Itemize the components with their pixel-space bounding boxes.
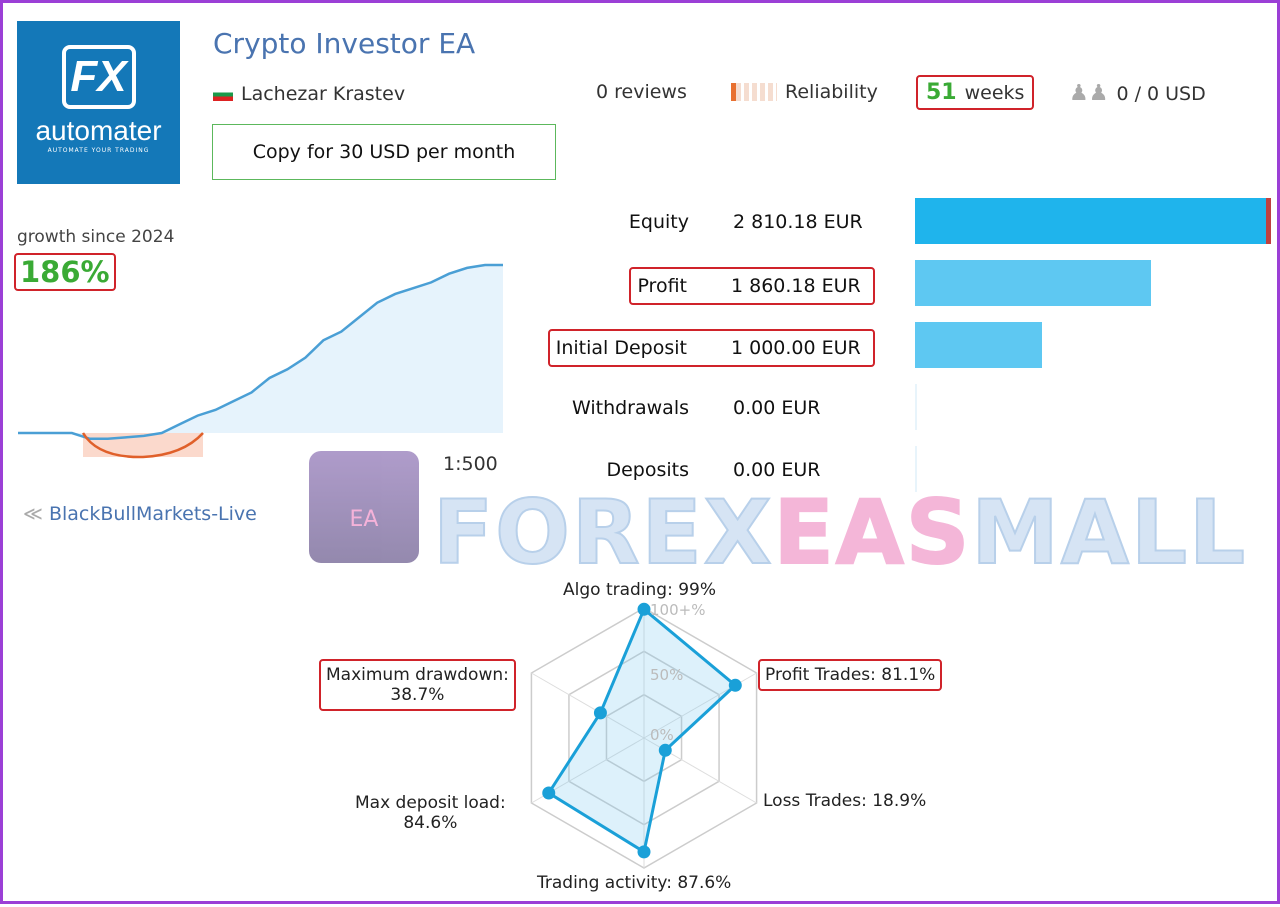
radar-point [637, 602, 651, 616]
weeks-label: weeks [964, 81, 1025, 104]
stat-label: Profit [637, 275, 687, 297]
radar-tick: 0% [650, 726, 674, 744]
broker-name[interactable]: BlackBullMarkets-Live [48, 503, 257, 525]
stat-label: Withdrawals [571, 397, 689, 419]
growth-area [18, 265, 503, 439]
stat-value: 0.00 EUR [733, 459, 821, 481]
radar-point [658, 743, 672, 757]
weeks-value: 51 [926, 80, 957, 105]
reliability-icon [731, 83, 777, 101]
stat-label: Deposits [606, 459, 689, 481]
subscribers-value: 0 / 0 USD [1116, 82, 1206, 105]
radar-axis [643, 672, 757, 739]
author-name[interactable]: Lachezar Krastev [241, 83, 406, 105]
radar-label-text: Maximum drawdown: [326, 665, 509, 685]
stat-row-initial-deposit: Initial Deposit 1 000.00 EUR [547, 329, 875, 367]
stat-bar [915, 446, 917, 492]
subscribers: ♟♟ 0 / 0 USD [1069, 81, 1206, 106]
stat-value: 1 000.00 EUR [731, 337, 861, 359]
radar-label-text: Profit Trades: 81.1% [765, 665, 936, 685]
radar-grid [568, 650, 720, 826]
radar-axis [643, 737, 757, 804]
logo-tagline: AUTOMATE YOUR TRADING [47, 147, 150, 154]
company-logo: FX automater AUTOMATE YOUR TRADING [17, 21, 180, 184]
logo-brand: automater [35, 115, 162, 146]
stat-row-withdrawals: Withdrawals 0.00 EUR [566, 391, 875, 425]
watermark-c: MALL [970, 481, 1248, 584]
radar-point [593, 706, 607, 720]
radar-axis [531, 737, 645, 804]
radar-label: Profit Trades: 81.1% [758, 659, 943, 691]
radar-label: Algo trading: 99% [563, 580, 716, 600]
radar-tick: 50% [650, 666, 683, 684]
radar-point [637, 845, 651, 859]
radar-grid [530, 607, 758, 869]
watermark-a: FOREX [432, 481, 774, 584]
growth-chart [18, 263, 503, 459]
radar-label-text: Loss Trades: 18.9% [763, 791, 927, 811]
leverage: 1:500 [443, 453, 498, 475]
radar-label: Maximum drawdown: 38.7% [319, 659, 516, 711]
stat-row-equity: Equity 2 810.18 EUR [623, 205, 875, 239]
watermark-logo-text: EA [349, 507, 379, 532]
radar-label-value: 38.7% [390, 685, 445, 705]
radar-grid [605, 693, 683, 783]
logo-fx: FX [61, 45, 136, 109]
radar-label-text: Algo trading: 99% [563, 580, 717, 600]
radar-series [546, 606, 738, 855]
radar-point [542, 786, 556, 800]
author[interactable]: Lachezar Krastev [213, 83, 405, 105]
radar-tick: 100+% [650, 601, 705, 619]
growth-value: 186% [14, 253, 116, 291]
radar-axis [531, 672, 645, 739]
stat-row-profit: Profit 1 860.18 EUR [629, 267, 875, 305]
flag-icon [213, 87, 233, 101]
radar-label-text: Trading activity: 87.6% [537, 873, 732, 893]
broker-link[interactable]: ≪ BlackBullMarkets-Live [23, 503, 257, 525]
reviews[interactable]: 0 reviews [596, 81, 687, 103]
reliability: Reliability [731, 81, 878, 103]
radar-label-text: Max deposit load: [355, 793, 506, 813]
stat-label: Initial Deposit [555, 337, 687, 359]
radar-label-value: 84.6% [403, 813, 458, 833]
watermark: FOREXEASMALL [432, 488, 1247, 578]
stat-value: 2 810.18 EUR [733, 211, 863, 233]
growth-line [18, 263, 503, 441]
stat-label: Equity [628, 211, 689, 233]
stat-row-deposits: Deposits 0.00 EUR [600, 453, 875, 487]
watermark-b: EAS [773, 481, 972, 584]
stat-bar [915, 198, 1271, 244]
weeks-badge: 51 weeks [916, 75, 1035, 110]
arrow-icon: ≪ [23, 503, 49, 525]
reliability-label: Reliability [785, 81, 878, 103]
radar-label: Loss Trades: 18.9% [763, 791, 926, 811]
watermark-logo: EA [309, 451, 419, 563]
stat-bar [915, 322, 1042, 368]
radar-label: Max deposit load: 84.6% [355, 793, 506, 833]
drawdown-line [81, 432, 204, 459]
radar-label: Trading activity: 87.6% [537, 873, 731, 893]
users-icon: ♟♟ [1069, 81, 1109, 106]
signal-title[interactable]: Crypto Investor EA [213, 27, 476, 60]
growth-label: growth since 2024 [17, 227, 175, 247]
copy-button[interactable]: Copy for 30 USD per month [212, 124, 556, 180]
stat-value: 1 860.18 EUR [731, 275, 861, 297]
stat-bar [915, 260, 1151, 306]
stat-value: 0.00 EUR [733, 397, 821, 419]
stat-bar [915, 384, 917, 430]
radar-point [728, 678, 742, 692]
